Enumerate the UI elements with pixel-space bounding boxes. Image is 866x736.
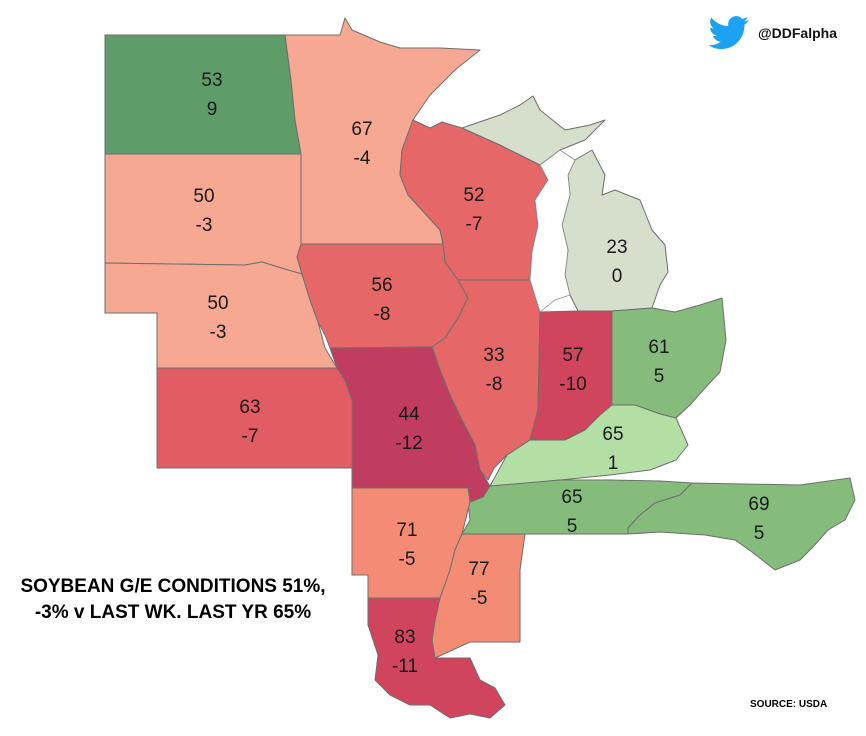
state-louisiana [367,597,506,719]
change-wisconsin: -7 [466,214,483,235]
state-kentucky [489,404,689,487]
state-nebraska [104,261,338,369]
change-kansas: -7 [242,426,259,447]
change-indiana: -10 [559,374,586,395]
value-mississippi: 77 [468,559,489,580]
change-missouri: -12 [395,433,422,454]
label-louisiana: 83 -11 [392,627,418,677]
value-kentucky: 65 [602,424,623,445]
label-mississippi: 77 -5 [468,559,489,609]
twitter-bird-icon [708,16,749,49]
label-indiana: 57 -10 [559,345,586,395]
state-iowa [296,243,469,349]
change-tennessee: 5 [567,516,578,537]
change-ohio: 5 [654,366,665,387]
change-louisiana: -11 [392,656,418,677]
label-iowa: 56 -8 [371,275,392,325]
headline-line-1: SOYBEAN G/E CONDITIONS 51%, [20,576,326,597]
change-iowa: -8 [374,304,391,325]
value-louisiana: 83 [394,627,415,648]
value-wisconsin: 52 [463,185,484,206]
change-nebraska: -3 [210,322,227,343]
value-ohio: 61 [648,337,669,358]
state-kansas [156,367,353,469]
value-arkansas: 71 [396,520,417,541]
value-south-dakota: 50 [193,186,214,207]
change-north-dakota: 9 [207,99,218,120]
change-south-dakota: -3 [196,215,213,236]
label-kentucky: 65 1 [602,424,623,474]
label-south-dakota: 50 -3 [193,186,214,236]
label-arkansas: 71 -5 [396,520,417,570]
value-north-carolina: 69 [748,494,769,515]
label-north-carolina: 69 5 [748,494,769,544]
change-north-carolina: 5 [754,523,765,544]
value-minnesota: 67 [351,119,372,140]
state-south-dakota [104,153,303,275]
label-wisconsin: 52 -7 [463,185,484,235]
value-missouri: 44 [398,404,420,425]
value-tennessee: 65 [561,487,582,508]
change-illinois: -8 [486,374,503,395]
change-michigan: 0 [612,266,623,287]
value-indiana: 57 [562,345,583,366]
change-arkansas: -5 [399,549,416,570]
value-michigan: 23 [606,237,627,258]
source-note: SOURCE: USDA [750,699,828,710]
value-kansas: 63 [239,397,260,418]
label-missouri: 44 -12 [395,404,422,454]
value-iowa: 56 [371,275,392,296]
lake-michigan [529,149,576,313]
label-ohio: 61 5 [648,337,669,387]
value-north-dakota: 53 [201,70,222,91]
label-minnesota: 67 -4 [351,119,372,169]
state-michigan-upper [461,95,606,166]
state-north-carolina [627,477,856,571]
change-mississippi: -5 [471,588,488,609]
twitter-handle: @DDFalpha [758,25,837,41]
label-nebraska: 50 -3 [207,293,228,343]
label-michigan: 23 0 [606,237,627,287]
value-nebraska: 50 [207,293,228,314]
change-minnesota: -4 [354,148,371,169]
label-north-dakota: 53 9 [201,70,222,120]
label-kansas: 63 -7 [239,397,260,447]
state-north-dakota [104,34,302,155]
label-illinois: 33 -8 [483,345,504,395]
headline-line-2: -3% v LAST WK. LAST YR 65% [34,602,312,623]
change-kentucky: 1 [608,453,619,474]
value-illinois: 33 [483,345,504,366]
map-headline: SOYBEAN G/E CONDITIONS 51%, -3% v LAST W… [8,574,338,626]
social-attribution: @DDFalpha [708,16,837,50]
state-ohio [611,297,727,419]
label-tennessee: 65 5 [561,487,582,537]
